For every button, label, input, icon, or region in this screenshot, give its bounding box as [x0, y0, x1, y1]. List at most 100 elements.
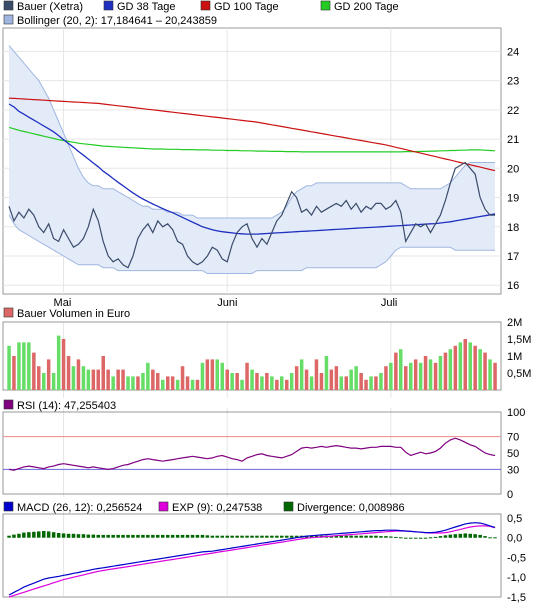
- legend-label: GD 38 Tage: [117, 1, 176, 13]
- volume-bar: [453, 345, 458, 390]
- volume-bar: [81, 366, 86, 390]
- divergence-bar: [190, 534, 195, 538]
- volume-bar: [161, 379, 165, 390]
- volume-bar: [384, 366, 388, 390]
- y-tick-label: 0,5: [507, 513, 522, 525]
- volume-bar: [364, 379, 368, 390]
- gd200-line: [8, 126, 496, 153]
- gd38-line: [8, 103, 496, 235]
- divergence-bar: [275, 535, 279, 538]
- divergence-bar: [22, 532, 26, 538]
- volume-bar: [265, 373, 269, 390]
- divergence-bar: [428, 537, 433, 539]
- volume-bar: [170, 376, 175, 390]
- legend-swatch: [3, 399, 14, 410]
- divergence-bar: [116, 534, 120, 538]
- divergence-bar: [200, 534, 205, 538]
- divergence-bar: [409, 537, 413, 539]
- legend-label: MACD (26, 12): 0,256524: [17, 502, 142, 514]
- divergence-bar: [101, 534, 105, 538]
- divergence-bar: [215, 535, 219, 538]
- divergence-bar: [443, 535, 448, 538]
- volume-bar: [468, 342, 472, 390]
- divergence-bar: [210, 535, 215, 538]
- legend-label: Bollinger (20, 2): 17,184641 – 20,243859: [17, 15, 217, 27]
- divergence-bar: [438, 536, 443, 538]
- divergence-bar: [240, 535, 244, 538]
- y-tick-label: -1,0: [507, 572, 526, 584]
- divergence-bar: [51, 532, 56, 538]
- volume-bar: [374, 376, 378, 390]
- volume-bar: [428, 359, 433, 390]
- divergence-bar: [46, 531, 51, 538]
- volume-bar: [354, 366, 358, 390]
- volume-bar: [389, 362, 393, 390]
- volume-bar: [136, 376, 140, 390]
- macd-line: [8, 522, 496, 596]
- divergence-bar: [314, 535, 319, 538]
- y-tick-label: 30: [507, 464, 519, 476]
- divergence-bar: [354, 535, 358, 538]
- y-tick-label: 19: [507, 193, 519, 205]
- volume-bar: [240, 379, 244, 390]
- divergence-bar: [17, 533, 21, 538]
- divergence-bar: [131, 534, 135, 538]
- volume-bar: [101, 356, 105, 390]
- volume-bar: [200, 362, 205, 390]
- volume-bar: [289, 373, 294, 390]
- divergence-bar: [185, 534, 190, 538]
- divergence-bar: [81, 534, 86, 538]
- volume-bar: [329, 369, 334, 390]
- divergence-bar: [270, 535, 274, 538]
- volume-bar: [344, 376, 348, 390]
- divergence-bar: [294, 535, 299, 538]
- volume-bar: [404, 366, 408, 390]
- y-tick-label: 0: [507, 489, 513, 501]
- y-tick-label: 1,5M: [507, 334, 531, 346]
- volume-bar: [126, 376, 130, 390]
- volume-bar: [66, 356, 71, 390]
- divergence-bar: [180, 534, 185, 538]
- volume-bar: [185, 376, 190, 390]
- volume-bar: [483, 352, 487, 390]
- y-tick-label: 50: [507, 448, 519, 460]
- y-tick-label: 22: [507, 105, 519, 117]
- volume-bar: [111, 376, 115, 390]
- volume-bar: [433, 362, 438, 390]
- rsi-panel-frame: [2, 411, 502, 495]
- divergence-bar: [220, 535, 224, 538]
- divergence-bar: [448, 534, 453, 538]
- volume-bar: [156, 373, 160, 390]
- volume-bar: [195, 379, 200, 390]
- legend-swatch: [3, 0, 14, 11]
- divergence-bar: [265, 535, 269, 538]
- y-tick-label: 24: [507, 46, 519, 58]
- volume-bar: [379, 373, 383, 390]
- divergence-bar: [389, 536, 393, 538]
- y-tick-label: 23: [507, 76, 519, 88]
- divergence-bar: [309, 535, 314, 538]
- volume-bar: [37, 366, 41, 390]
- rsi-line: [8, 437, 496, 471]
- divergence-bar: [483, 536, 487, 538]
- volume-bar: [399, 349, 403, 390]
- divergence-bar: [66, 533, 71, 538]
- volume-bar: [106, 369, 110, 390]
- y-tick-label: 2M: [507, 317, 522, 329]
- volume-bar: [210, 359, 215, 390]
- divergence-bar: [151, 534, 155, 538]
- divergence-bar: [42, 531, 46, 538]
- volume-bar: [12, 356, 16, 390]
- divergence-bar: [364, 535, 368, 538]
- divergence-bar: [170, 534, 175, 538]
- volume-bar: [42, 373, 46, 390]
- legend-swatch: [103, 0, 114, 11]
- volume-bar: [151, 369, 155, 390]
- legend-label: Bauer (Xetra): [17, 1, 83, 13]
- divergence-bar: [56, 533, 61, 538]
- divergence-bar: [245, 535, 249, 538]
- volume-bar: [275, 379, 279, 390]
- volume-bar: [369, 376, 373, 390]
- volume-bar: [180, 366, 185, 390]
- legend-swatch: [3, 307, 14, 318]
